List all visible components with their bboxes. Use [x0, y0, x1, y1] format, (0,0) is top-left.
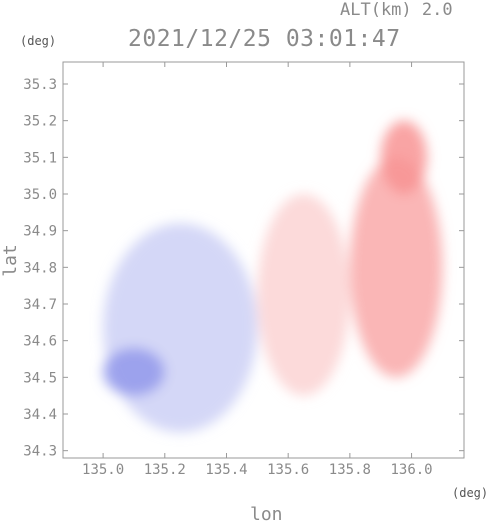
- x-tick-label: 135.8: [329, 462, 371, 478]
- y-tick-label: 34.7: [23, 297, 57, 313]
- region-west-blue-field: [103, 223, 258, 433]
- region-west-blue-core: [103, 348, 165, 396]
- x-tick-label: 135.6: [267, 462, 309, 478]
- region-northeast-red-spur: [380, 120, 427, 194]
- y-tick-label: 34.4: [23, 407, 57, 423]
- x-tick-label: 136.0: [390, 462, 432, 478]
- plot-frame: [62, 61, 465, 459]
- y-tick-label: 34.3: [23, 444, 57, 460]
- x-axis-unit: (deg): [452, 486, 489, 500]
- y-tick-label: 34.9: [23, 224, 57, 240]
- region-central-light-red: [257, 194, 350, 396]
- region-east-red-field: [349, 157, 443, 378]
- altitude-label: ALT(km) 2.0: [340, 0, 453, 20]
- y-tick-label: 35.2: [23, 114, 57, 130]
- x-tick-label: 135.0: [82, 462, 124, 478]
- y-tick-label: 35.3: [23, 77, 57, 93]
- x-axis-label: lon: [250, 504, 283, 525]
- doppler-field: [103, 120, 443, 433]
- y-tick-label: 35.0: [23, 187, 57, 203]
- y-tick-label: 35.1: [23, 150, 57, 166]
- x-tick-label: 135.4: [205, 462, 247, 478]
- y-axis-unit: (deg): [20, 34, 57, 48]
- y-tick-label: 34.6: [23, 334, 57, 350]
- timestamp-title: 2021/12/25 03:01:47: [128, 26, 401, 52]
- y-tick-label: 34.8: [23, 260, 57, 276]
- y-tick-label: 34.5: [23, 370, 57, 386]
- axis-ticks: 135.0 135.2 135.4 135.6 135.8 136.0 34.3 34.4 34…: [23, 62, 464, 478]
- x-tick-label: 135.2: [144, 462, 186, 478]
